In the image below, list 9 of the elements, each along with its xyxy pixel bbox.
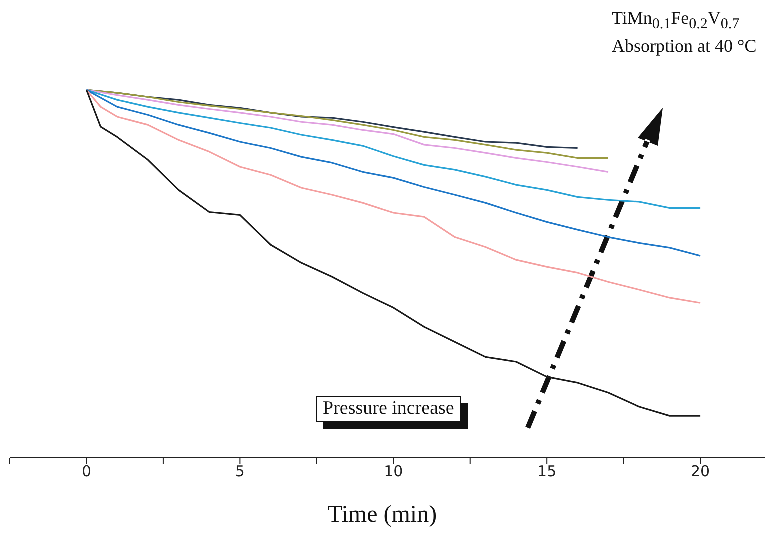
x-tick-label: 5: [235, 462, 245, 481]
annotation: Pressure increase: [316, 396, 462, 422]
x-axis-title: Time (min): [326, 502, 438, 529]
x-tick-label: 20: [691, 462, 710, 481]
chart-title: TiMn$_{0.1}$Fe$_{0.2}$V$_{0.7}$: [612, 8, 740, 34]
chart-subtitle: Absorption at 40 °C: [612, 36, 757, 57]
x-tick-label: 10: [384, 462, 404, 481]
x-tick-label: 15: [538, 462, 557, 481]
x-tick-label: 0: [82, 462, 92, 481]
